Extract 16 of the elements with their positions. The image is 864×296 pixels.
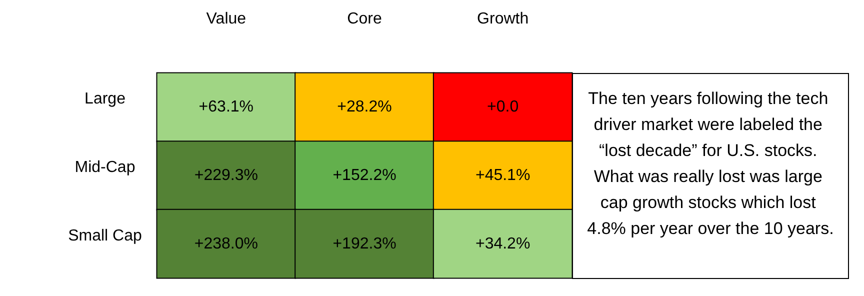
data-label: +0.0 xyxy=(487,98,519,116)
data-label: +28.2% xyxy=(337,98,392,116)
data-label: +229.3% xyxy=(194,167,258,184)
y-tick-label: Small Cap xyxy=(68,227,142,244)
data-label: +152.2% xyxy=(332,167,396,184)
data-label: +238.0% xyxy=(194,235,258,252)
y-tick-label: Large xyxy=(84,90,126,108)
x-tick-label: Value xyxy=(206,10,246,28)
y-tick-label: Mid-Cap xyxy=(74,159,136,176)
data-label: +34.2% xyxy=(475,235,530,252)
data-label: +45.1% xyxy=(475,167,530,184)
text: The ten years following the tech driver market were labeled the “lost decade” for U.S. stocks. What was really lost was large cap growth stocks which lost 4.8% per year over the 10 years. xyxy=(587,89,834,238)
x-tick-label: Core xyxy=(347,10,382,28)
data-label: +192.3% xyxy=(332,235,396,252)
x-tick-label: Growth xyxy=(477,10,529,28)
data-label: +63.1% xyxy=(198,98,254,116)
